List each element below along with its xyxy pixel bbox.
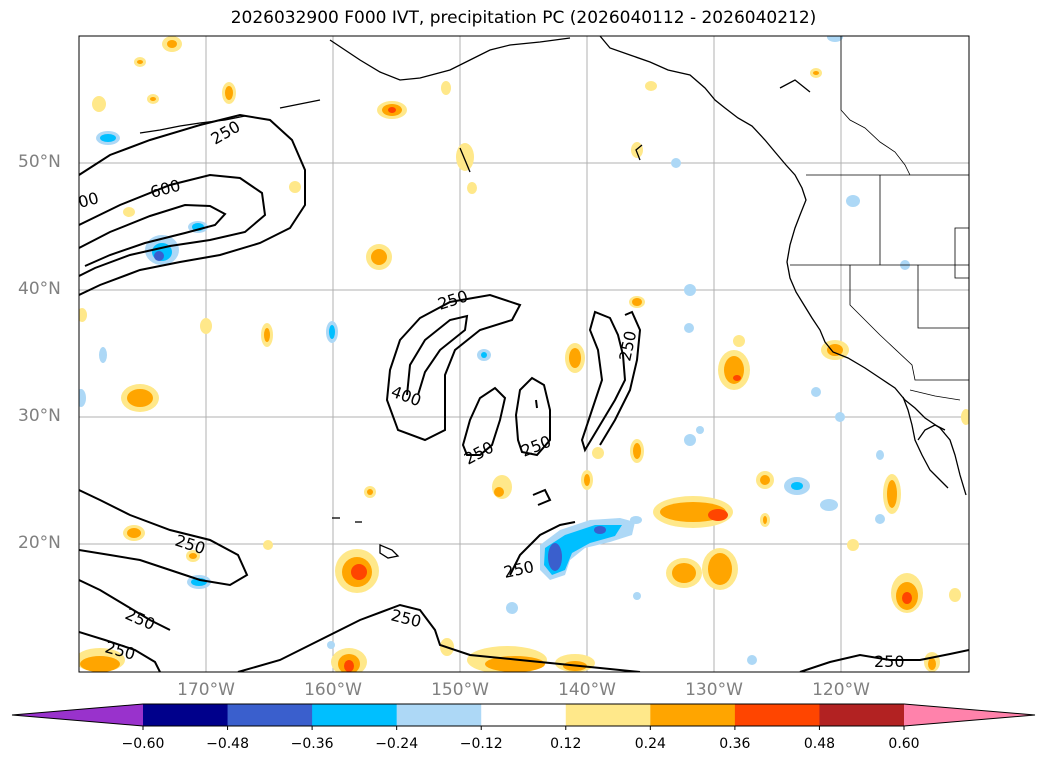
colorbar-tick-label: 0.24 <box>634 736 666 752</box>
colorbar-bin <box>565 704 651 726</box>
map-background <box>79 36 969 672</box>
colorbar-extend-max <box>904 704 1035 726</box>
contour-label: 250 <box>874 652 905 671</box>
precipitation-pc-field <box>79 36 969 672</box>
colorbar-bin <box>312 704 398 726</box>
colorbar-extend-min <box>12 704 143 726</box>
colorbar-bin <box>396 704 482 726</box>
colorbar-tick-label: −0.24 <box>375 736 419 752</box>
colorbar-bin <box>143 704 229 726</box>
lon-label: 130°W <box>685 680 743 700</box>
colorbar-bin <box>734 704 820 726</box>
colorbar-tick-label: −0.36 <box>290 736 334 752</box>
positive-anomaly-blobs <box>79 36 969 672</box>
colorbar-tick-label: −0.48 <box>206 736 249 752</box>
lon-label: 160°W <box>304 680 362 700</box>
contour-label: 00 <box>76 188 101 212</box>
negative-anomaly-blobs <box>79 36 910 665</box>
political-borders <box>790 36 969 401</box>
lon-label: 150°W <box>431 680 489 700</box>
colorbar-tick-label: −0.60 <box>121 736 165 752</box>
lon-label: 120°W <box>812 680 870 700</box>
colorbar-tick-label: 0.48 <box>803 736 836 752</box>
ivt-contours <box>79 113 969 672</box>
colorbar-tick-label: 0.12 <box>550 736 582 752</box>
colorbar-bin <box>227 704 313 726</box>
map-frame <box>78 35 970 673</box>
coastlines <box>139 36 967 559</box>
colorbar-tick-label: 0.60 <box>888 736 920 752</box>
lat-label: 50°N <box>18 152 61 172</box>
colorbar-bin <box>650 704 736 726</box>
lon-label: 140°W <box>558 680 616 700</box>
colorbar <box>11 703 1036 730</box>
lat-label: 30°N <box>18 406 61 426</box>
colorbar-tick-label: −0.12 <box>459 736 503 752</box>
colorbar-tick-label: 0.36 <box>719 736 751 752</box>
lat-label: 40°N <box>18 279 61 299</box>
lon-label: 170°W <box>177 680 235 700</box>
colorbar-bin <box>481 704 567 726</box>
colorbar-bin <box>819 704 905 726</box>
lat-label: 20°N <box>18 533 61 553</box>
map-title: 2026032900 F000 IVT, precipitation PC (2… <box>230 8 817 28</box>
